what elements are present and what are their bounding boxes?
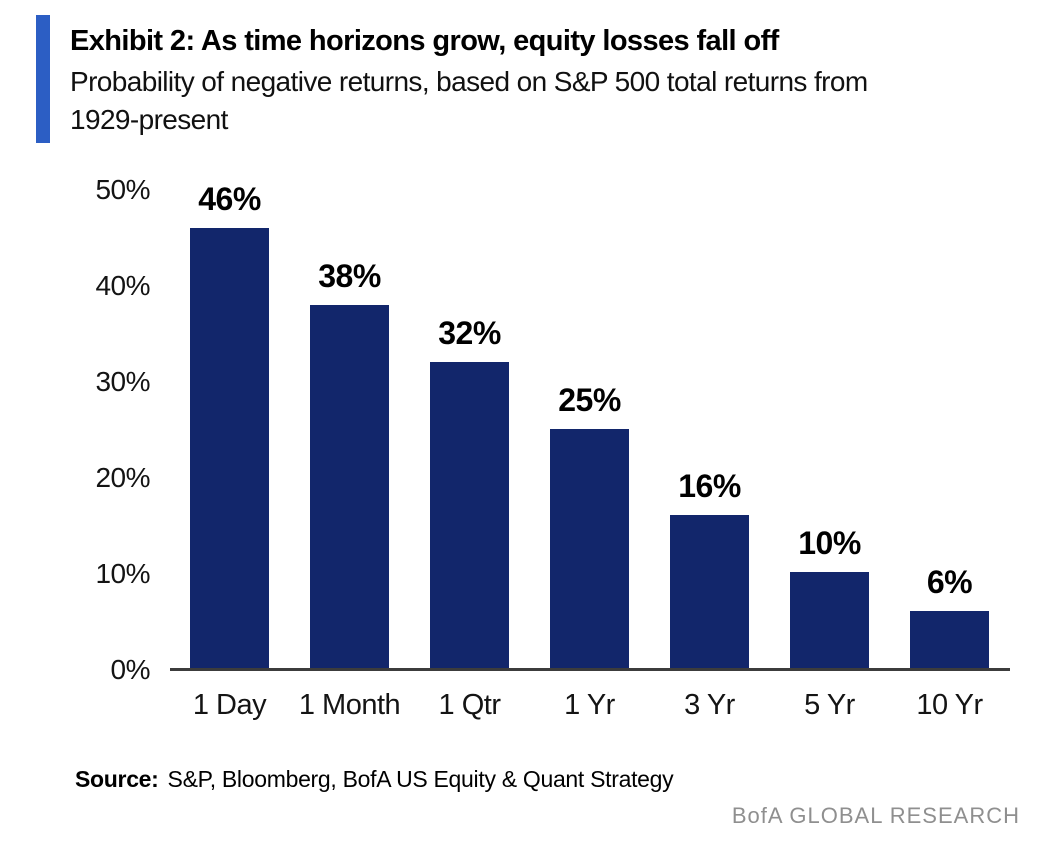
x-tick-label-1-qtr: 1 Qtr bbox=[438, 689, 501, 721]
x-tick-label-1-yr: 1 Yr bbox=[564, 689, 615, 721]
bar-value-label-1-day: 46% bbox=[198, 181, 261, 218]
x-tick-label-5-yr: 5 Yr bbox=[804, 689, 855, 721]
y-tick-label: 30% bbox=[95, 366, 150, 397]
x-tick-label-1-month: 1 Month bbox=[298, 689, 401, 721]
bar-1-qtr bbox=[430, 362, 509, 668]
subtitle-line-1: Probability of negative returns, based o… bbox=[70, 65, 868, 97]
y-tick-label: 50% bbox=[95, 174, 150, 205]
y-tick-label: 40% bbox=[95, 270, 150, 301]
exhibit-subtitle: Probability of negative returns, based o… bbox=[70, 63, 1031, 139]
subtitle-line-2: 1929-present bbox=[70, 103, 228, 135]
bar-value-label-3-yr: 16% bbox=[678, 468, 741, 505]
bar-value-label-1-qtr: 32% bbox=[438, 315, 501, 352]
y-axis: 50% 40% 30% 20% 10% 0% bbox=[55, 0, 150, 700]
bar-1-month bbox=[310, 304, 389, 668]
accent-bar bbox=[36, 15, 50, 143]
bar-10-yr bbox=[910, 610, 989, 668]
bar-1-yr bbox=[550, 429, 629, 668]
bar-value-label-5-yr: 10% bbox=[798, 525, 861, 562]
plot-area: 46% 1 Day 38% 1 Month 32% 1 Qtr 25% 1 Yr 16% 3 Yr… bbox=[170, 183, 1010, 720]
header: Exhibit 2: As time horizons grow, equity… bbox=[70, 24, 1031, 138]
bar-value-label-1-month: 38% bbox=[318, 257, 381, 294]
bar-5-yr bbox=[790, 572, 869, 668]
x-tick-label-1-day: 1 Day bbox=[192, 689, 267, 721]
x-tick-label-3-yr: 3 Yr bbox=[684, 689, 735, 721]
source-text: S&P, Bloomberg, BofA US Equity & Quant S… bbox=[167, 766, 674, 792]
y-tick-label: 10% bbox=[95, 558, 150, 589]
brand-watermark: BofA GLOBAL RESEARCH bbox=[731, 803, 1020, 828]
y-tick-label: 0% bbox=[110, 654, 151, 685]
exhibit-title: Exhibit 2: As time horizons grow, equity… bbox=[70, 25, 779, 57]
y-tick-label: 20% bbox=[95, 462, 150, 493]
bar-3-yr bbox=[670, 515, 749, 668]
bar-value-label-1-yr: 25% bbox=[558, 382, 621, 418]
bar-1-day bbox=[190, 228, 269, 668]
x-tick-label-10-yr: 10 Yr bbox=[916, 689, 983, 721]
source-label: Source: bbox=[75, 766, 159, 792]
x-axis-line bbox=[170, 668, 1010, 671]
bar-value-label-10-yr: 6% bbox=[926, 563, 973, 600]
source-note: Source: S&P, Bloomberg, BofA US Equity & … bbox=[75, 766, 674, 793]
